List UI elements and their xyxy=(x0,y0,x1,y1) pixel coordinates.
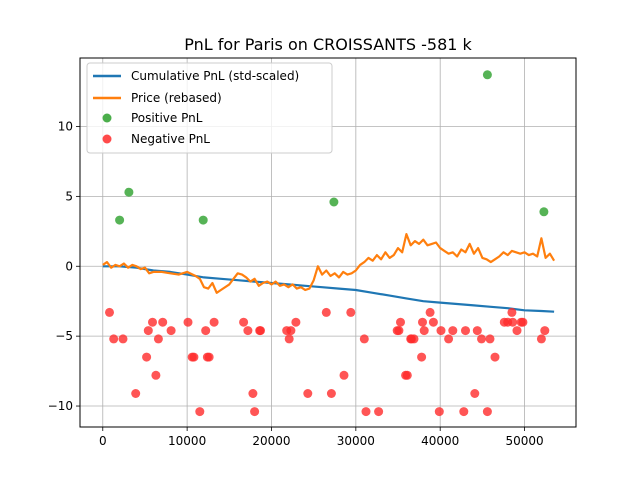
point-negative-pnl xyxy=(417,352,427,362)
x-tick-label: 30000 xyxy=(337,434,375,448)
point-negative-pnl xyxy=(183,317,193,327)
point-negative-pnl xyxy=(361,407,371,417)
point-positive-pnl xyxy=(115,215,125,225)
point-negative-pnl xyxy=(444,334,454,344)
x-tick-label: 50000 xyxy=(505,434,543,448)
point-negative-pnl xyxy=(507,307,517,317)
point-negative-pnl xyxy=(396,317,405,327)
point-negative-pnl xyxy=(359,334,369,344)
legend-box xyxy=(86,62,333,154)
point-negative-pnl xyxy=(142,352,152,362)
point-negative-pnl xyxy=(166,326,176,336)
point-negative-pnl xyxy=(346,307,356,317)
point-negative-pnl xyxy=(201,326,211,336)
legend: Cumulative PnL (std-scaled) Price (rebas… xyxy=(86,62,333,154)
point-negative-pnl xyxy=(109,334,119,344)
point-negative-pnl xyxy=(448,326,458,336)
point-negative-pnl xyxy=(482,407,492,417)
x-tick-label: 0 xyxy=(99,434,107,448)
point-negative-pnl xyxy=(250,407,260,417)
point-negative-pnl xyxy=(418,317,427,327)
point-negative-pnl xyxy=(291,317,301,327)
point-negative-pnl xyxy=(195,407,205,417)
point-negative-pnl xyxy=(339,370,349,380)
point-negative-pnl xyxy=(540,326,550,336)
point-negative-pnl xyxy=(284,334,294,344)
y-tick-label: −10 xyxy=(48,399,73,413)
point-negative-pnl xyxy=(303,389,313,398)
point-negative-pnl xyxy=(158,317,168,327)
point-positive-pnl xyxy=(329,197,339,207)
point-negative-pnl xyxy=(472,326,482,336)
point-negative-pnl xyxy=(459,407,469,417)
point-negative-pnl xyxy=(189,352,199,362)
point-negative-pnl xyxy=(436,326,446,336)
point-negative-pnl xyxy=(374,407,384,417)
point-negative-pnl xyxy=(402,370,412,380)
point-negative-pnl xyxy=(490,352,500,362)
chart-title: PnL for Paris on CROISSANTS -581 k xyxy=(184,35,472,54)
legend-swatch-negative-pnl xyxy=(102,134,112,144)
point-negative-pnl xyxy=(105,307,114,317)
point-negative-pnl xyxy=(428,317,438,327)
point-negative-pnl xyxy=(470,389,480,398)
point-negative-pnl xyxy=(204,352,214,362)
point-negative-pnl xyxy=(256,326,265,336)
legend-label-cumulative-pnl: Cumulative PnL (std-scaled) xyxy=(131,69,299,83)
point-negative-pnl xyxy=(148,317,157,327)
point-negative-pnl xyxy=(394,326,404,336)
point-negative-pnl xyxy=(153,334,163,344)
y-tick-label: 0 xyxy=(65,259,73,273)
tick-layer: 0 10000 20000 30000 40000 50000 −10 −5 0 5 10 xyxy=(48,119,544,448)
y-tick-label: −5 xyxy=(55,329,73,343)
point-negative-pnl xyxy=(409,334,419,344)
point-negative-pnl xyxy=(326,389,336,398)
point-negative-pnl xyxy=(485,334,495,344)
point-positive-pnl xyxy=(539,207,549,217)
point-negative-pnl xyxy=(143,326,153,336)
point-negative-pnl xyxy=(118,334,128,344)
point-negative-pnl xyxy=(508,317,518,327)
legend-label-negative-pnl: Negative PnL xyxy=(131,132,210,146)
y-tick-label: 5 xyxy=(65,189,73,203)
point-negative-pnl xyxy=(536,334,546,344)
point-negative-pnl xyxy=(151,370,161,380)
plot-frame xyxy=(79,57,577,428)
point-negative-pnl xyxy=(243,326,253,336)
x-tick-label: 40000 xyxy=(421,434,459,448)
point-negative-pnl xyxy=(321,307,331,317)
point-negative-pnl xyxy=(477,334,486,344)
point-negative-pnl xyxy=(434,407,444,417)
point-positive-pnl xyxy=(198,215,208,225)
point-negative-pnl xyxy=(248,389,258,398)
point-negative-pnl xyxy=(286,326,296,336)
legend-label-price: Price (rebased) xyxy=(131,91,222,105)
point-negative-pnl xyxy=(239,317,249,327)
point-negative-pnl xyxy=(131,389,141,398)
y-tick-label: 10 xyxy=(58,119,73,133)
x-tick-label: 10000 xyxy=(168,434,206,448)
legend-label-positive-pnl: Positive PnL xyxy=(131,111,203,125)
series-line-price-rebased xyxy=(102,233,556,294)
x-tick-label: 20000 xyxy=(252,434,290,448)
point-negative-pnl xyxy=(518,317,528,327)
point-positive-pnl xyxy=(124,187,134,197)
point-negative-pnl xyxy=(512,326,522,336)
legend-swatch-positive-pnl xyxy=(102,113,112,123)
point-negative-pnl xyxy=(461,326,470,336)
point-negative-pnl xyxy=(419,326,429,336)
point-negative-pnl xyxy=(209,317,219,327)
series-layer xyxy=(102,70,556,417)
point-negative-pnl xyxy=(425,307,435,317)
point-positive-pnl xyxy=(482,70,492,80)
series-line-cumulative-pnl-std-scaled xyxy=(102,265,555,313)
